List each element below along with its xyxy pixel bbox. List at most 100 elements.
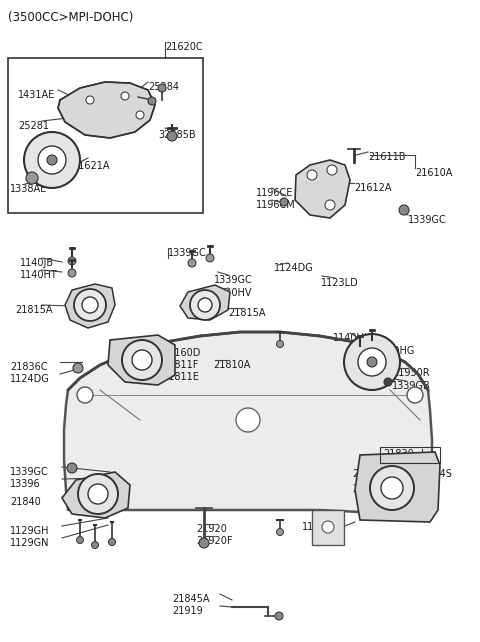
Circle shape bbox=[276, 528, 284, 535]
Circle shape bbox=[92, 541, 98, 548]
Text: 1339GB: 1339GB bbox=[392, 381, 431, 391]
Text: 21612A: 21612A bbox=[354, 183, 392, 193]
Text: 21920F: 21920F bbox=[196, 536, 232, 546]
Polygon shape bbox=[180, 285, 230, 320]
Text: 1339GC: 1339GC bbox=[10, 467, 49, 477]
Text: 21621A: 21621A bbox=[72, 161, 109, 171]
Circle shape bbox=[206, 254, 214, 262]
Text: 1338AE: 1338AE bbox=[10, 184, 47, 194]
Polygon shape bbox=[58, 82, 155, 138]
Circle shape bbox=[322, 521, 334, 533]
Text: 1129GH: 1129GH bbox=[10, 526, 49, 536]
Text: 21845A: 21845A bbox=[172, 594, 209, 604]
Text: 1350LE: 1350LE bbox=[118, 97, 154, 107]
Circle shape bbox=[384, 378, 392, 386]
Text: 25281: 25281 bbox=[18, 121, 49, 131]
Bar bbox=[380, 447, 440, 463]
Circle shape bbox=[358, 348, 386, 376]
Circle shape bbox=[344, 334, 400, 390]
Circle shape bbox=[199, 538, 209, 548]
Bar bbox=[8, 58, 203, 213]
Text: 21620C: 21620C bbox=[165, 42, 203, 52]
Text: 21919: 21919 bbox=[172, 606, 203, 616]
Text: 1124DG: 1124DG bbox=[10, 374, 50, 384]
Circle shape bbox=[148, 97, 156, 105]
Circle shape bbox=[38, 146, 66, 174]
Circle shape bbox=[276, 340, 284, 347]
Text: 28160D: 28160D bbox=[162, 348, 200, 358]
Circle shape bbox=[82, 497, 98, 513]
Circle shape bbox=[121, 92, 129, 100]
Circle shape bbox=[307, 170, 317, 180]
Text: 21810A: 21810A bbox=[213, 360, 251, 370]
Text: 1123LD: 1123LD bbox=[321, 278, 359, 288]
Polygon shape bbox=[108, 335, 175, 385]
Circle shape bbox=[370, 466, 414, 510]
Text: 32685B: 32685B bbox=[158, 130, 196, 140]
Text: 1339GC: 1339GC bbox=[214, 275, 253, 285]
Text: (3500CC>MPI-DOHC): (3500CC>MPI-DOHC) bbox=[8, 12, 133, 24]
Text: 21830: 21830 bbox=[383, 449, 414, 459]
Text: 1339GC: 1339GC bbox=[408, 215, 447, 225]
Text: 21811F: 21811F bbox=[162, 360, 198, 370]
Circle shape bbox=[26, 172, 38, 184]
Circle shape bbox=[327, 165, 337, 175]
Text: 21611B: 21611B bbox=[368, 152, 406, 162]
Polygon shape bbox=[312, 510, 344, 545]
Text: 1140HT: 1140HT bbox=[20, 270, 58, 280]
Text: 21920: 21920 bbox=[196, 524, 227, 534]
Text: 21815A: 21815A bbox=[15, 305, 52, 315]
Circle shape bbox=[68, 269, 76, 277]
Circle shape bbox=[167, 131, 177, 141]
Circle shape bbox=[325, 200, 335, 210]
Text: 1132AD: 1132AD bbox=[302, 522, 341, 532]
Text: 1431AE: 1431AE bbox=[18, 90, 55, 100]
Circle shape bbox=[236, 408, 260, 432]
Circle shape bbox=[86, 96, 94, 104]
Circle shape bbox=[198, 298, 212, 312]
Text: 13396: 13396 bbox=[10, 479, 41, 489]
Circle shape bbox=[108, 539, 116, 546]
Circle shape bbox=[73, 363, 83, 373]
Circle shape bbox=[136, 111, 144, 119]
Circle shape bbox=[82, 297, 98, 313]
Text: 1196CM: 1196CM bbox=[256, 200, 296, 210]
Text: 1140JB: 1140JB bbox=[20, 258, 54, 268]
Polygon shape bbox=[295, 160, 350, 218]
Text: 1140HG: 1140HG bbox=[376, 346, 415, 356]
Circle shape bbox=[188, 259, 196, 267]
Circle shape bbox=[76, 537, 84, 544]
Text: 1124DG: 1124DG bbox=[274, 263, 314, 273]
Text: 1140HJ: 1140HJ bbox=[333, 333, 368, 343]
Text: 1140HV: 1140HV bbox=[214, 288, 252, 298]
Circle shape bbox=[68, 257, 76, 265]
Circle shape bbox=[407, 387, 423, 403]
Text: 21814S: 21814S bbox=[415, 469, 452, 479]
Polygon shape bbox=[65, 284, 115, 328]
Circle shape bbox=[158, 84, 166, 92]
Circle shape bbox=[74, 289, 106, 321]
Text: 21840: 21840 bbox=[10, 497, 41, 507]
Circle shape bbox=[24, 132, 80, 188]
Polygon shape bbox=[64, 332, 432, 512]
Text: 1339GC: 1339GC bbox=[168, 248, 207, 258]
Circle shape bbox=[275, 612, 283, 620]
Circle shape bbox=[407, 497, 423, 513]
Text: 21930R: 21930R bbox=[392, 368, 430, 378]
Text: 21836C: 21836C bbox=[10, 362, 48, 372]
Polygon shape bbox=[62, 472, 130, 518]
Circle shape bbox=[190, 290, 220, 320]
Text: 1129GN: 1129GN bbox=[10, 538, 49, 548]
Text: 21814S: 21814S bbox=[352, 484, 389, 494]
Text: 21813A: 21813A bbox=[352, 469, 389, 479]
Circle shape bbox=[47, 155, 57, 165]
Circle shape bbox=[88, 484, 108, 504]
Circle shape bbox=[381, 477, 403, 499]
Circle shape bbox=[77, 387, 93, 403]
Text: 21610A: 21610A bbox=[415, 168, 452, 178]
Circle shape bbox=[280, 198, 288, 206]
Text: 21811E: 21811E bbox=[162, 372, 199, 382]
Polygon shape bbox=[355, 452, 440, 522]
Circle shape bbox=[132, 350, 152, 370]
Text: 21815A: 21815A bbox=[228, 308, 265, 318]
